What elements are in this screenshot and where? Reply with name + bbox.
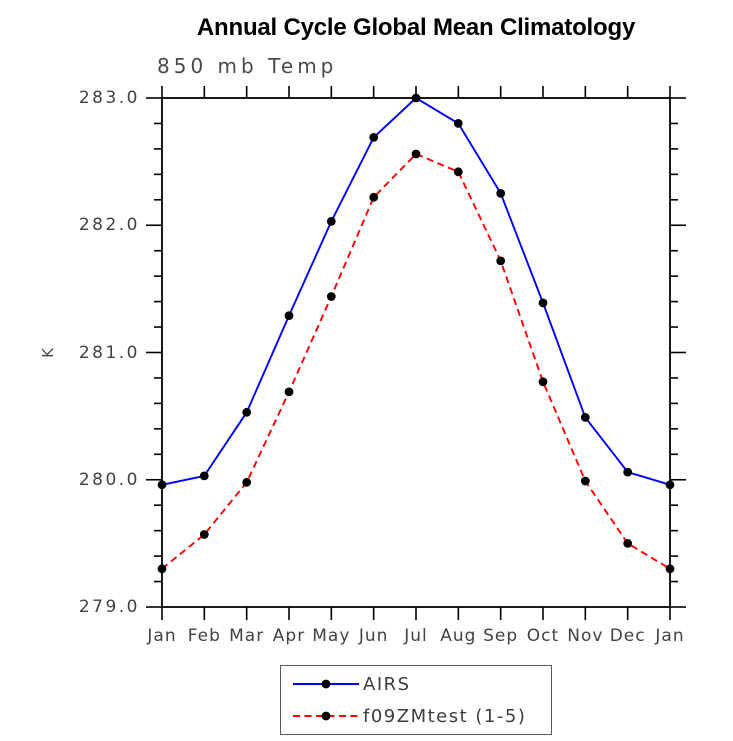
y-tick-label: 279.0 — [78, 597, 140, 617]
x-tick-label: Aug — [440, 626, 477, 646]
x-tick-label: Mar — [229, 626, 265, 646]
x-tick-label: Oct — [526, 626, 560, 646]
legend-item: AIRS — [291, 669, 551, 699]
x-tick-label: Apr — [272, 626, 306, 646]
y-tick-label: 283.0 — [78, 88, 140, 108]
chart-subtitle: 850 mb Temp — [157, 54, 338, 78]
y-tick-label: 280.0 — [78, 469, 140, 490]
y-tick-label: 281.0 — [78, 342, 140, 363]
legend: AIRS f09ZMtest (1-5) — [280, 665, 552, 735]
x-tick-label: Nov — [567, 626, 604, 646]
x-tick-label: Jul — [404, 626, 428, 646]
x-tick-label: Jun — [358, 626, 389, 646]
x-tick-label: Feb — [187, 626, 221, 646]
x-tick-label: Jan — [655, 626, 685, 646]
legend-line-icon — [293, 679, 359, 689]
legend-label: f09ZMtest (1-5) — [363, 705, 527, 727]
chart-title: Annual Cycle Global Mean Climatology — [196, 14, 636, 41]
x-tick-label: Dec — [609, 626, 646, 646]
legend-label: AIRS — [363, 673, 411, 695]
legend-item: f09ZMtest (1-5) — [291, 701, 551, 731]
y-tick-label: 282.0 — [78, 215, 140, 236]
x-tick-label: Sep — [483, 626, 519, 646]
legend-line-icon — [293, 711, 359, 721]
x-tick-label: May — [312, 626, 351, 646]
x-tick-label: Jan — [147, 626, 177, 646]
